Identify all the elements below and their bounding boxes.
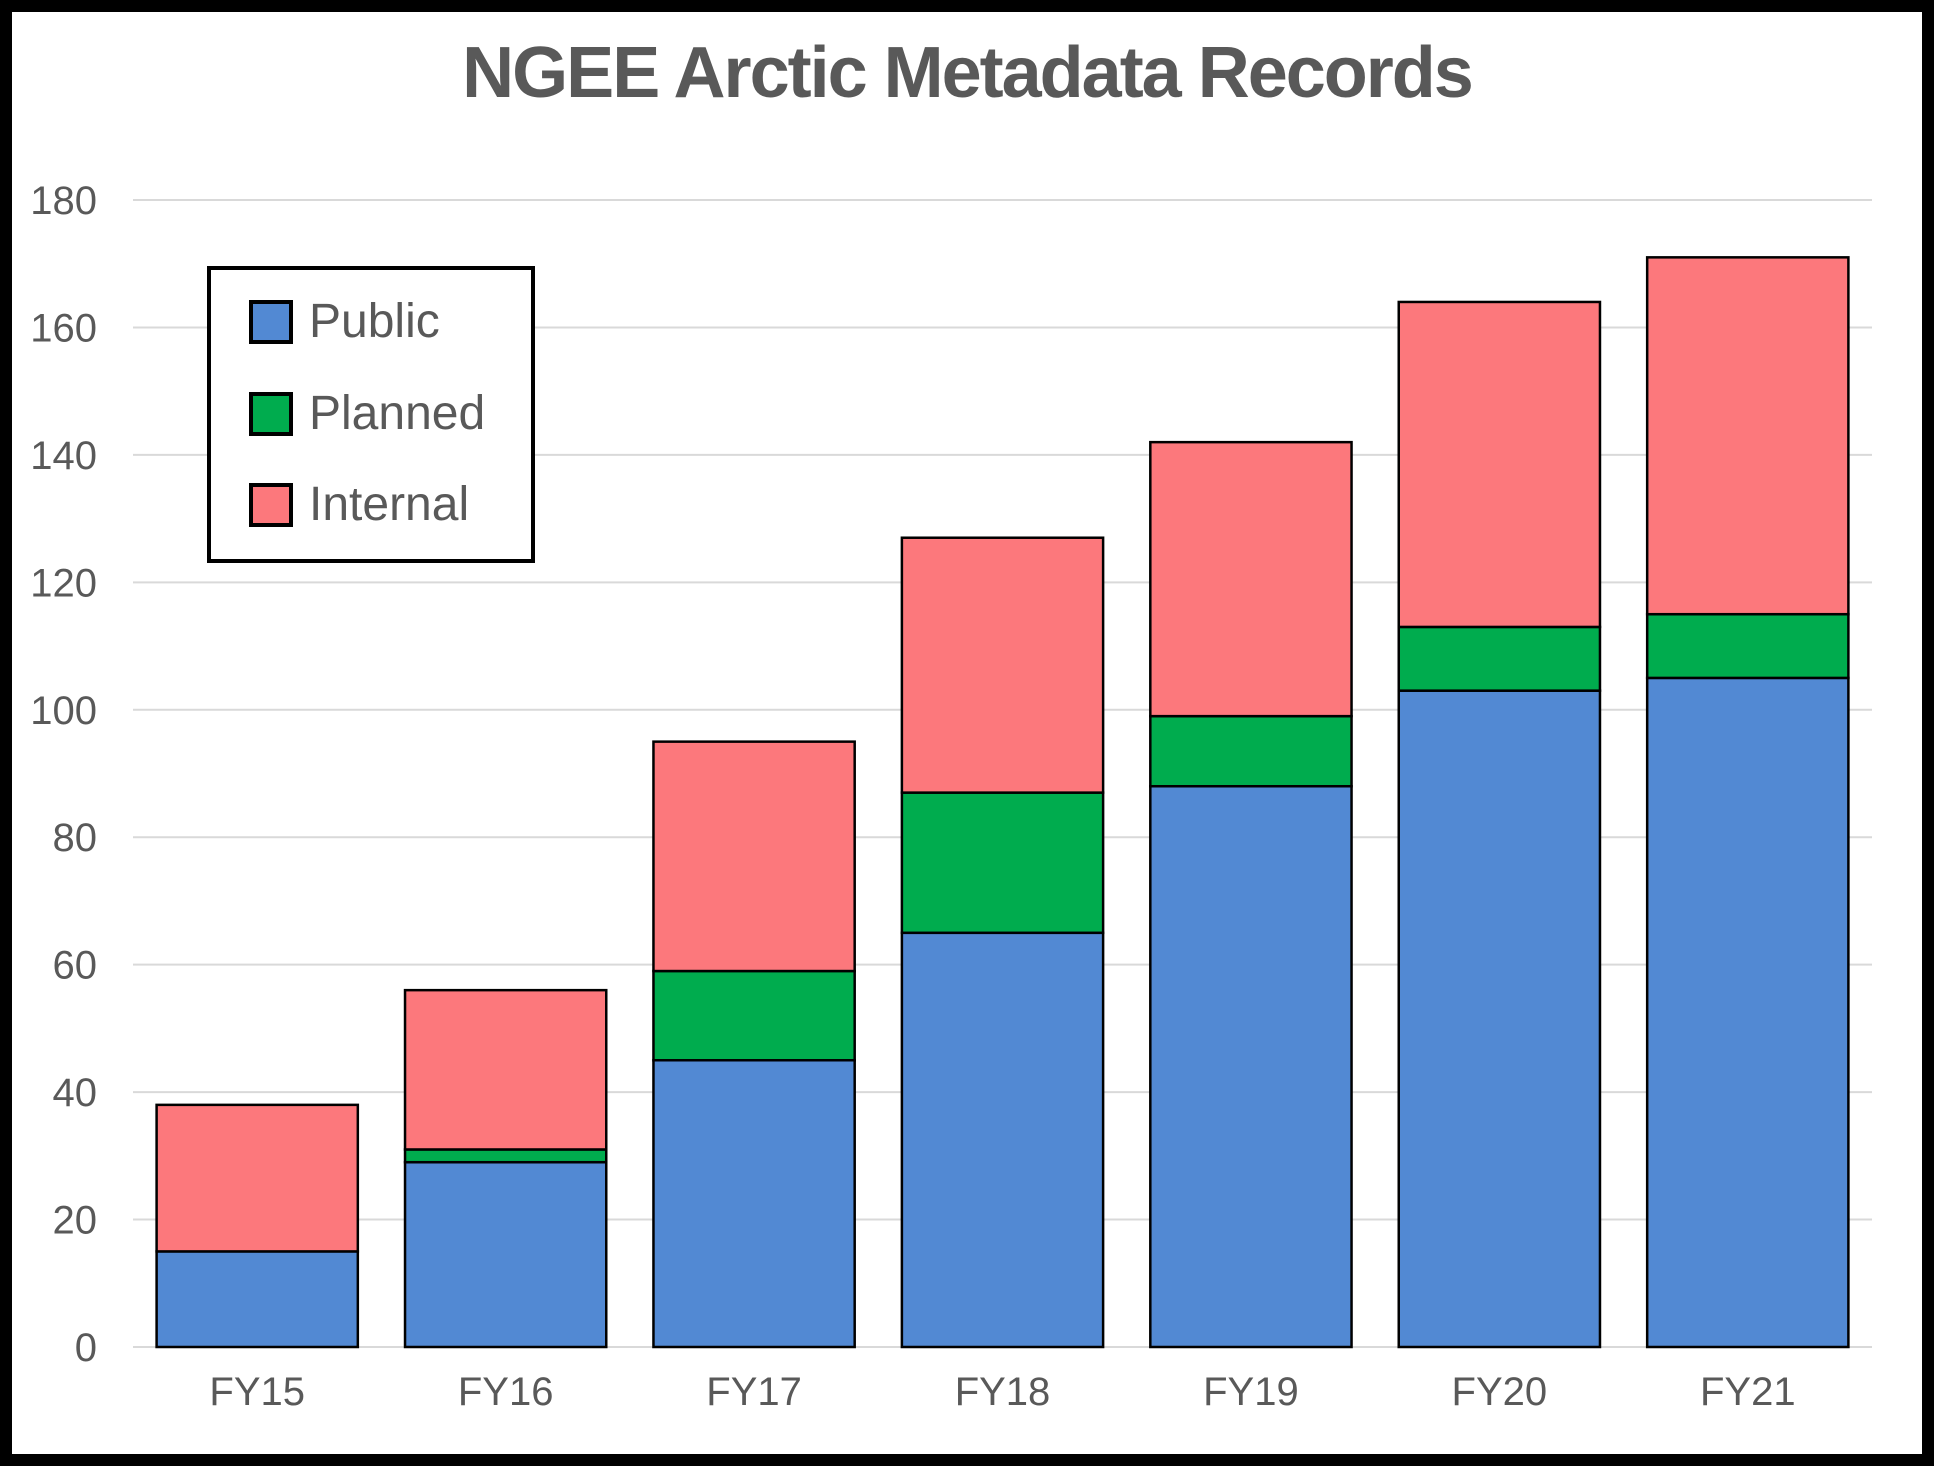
bar-segment-fy21-internal bbox=[1645, 256, 1850, 616]
x-tick-label-fy19: FY19 bbox=[1203, 1370, 1299, 1414]
legend-label-internal: Internal bbox=[309, 478, 470, 531]
legend-swatch-planned bbox=[249, 391, 293, 436]
bar-segment-fy18-planned bbox=[900, 791, 1105, 935]
bar-segment-fy20-public bbox=[1397, 689, 1602, 1349]
legend-item-internal: Internal bbox=[211, 479, 531, 531]
y-tick-label-120: 120 bbox=[30, 561, 97, 605]
y-tick-label-20: 20 bbox=[53, 1199, 98, 1243]
bar-segment-fy19-planned bbox=[1149, 714, 1353, 788]
bar-segment-fy20-internal bbox=[1397, 300, 1602, 629]
x-tick-label-fy17: FY17 bbox=[706, 1370, 802, 1414]
y-tick-label-180: 180 bbox=[30, 179, 97, 223]
legend-swatch-internal bbox=[249, 483, 293, 527]
bar-segment-fy18-public bbox=[900, 931, 1105, 1349]
bar-segment-fy18-internal bbox=[900, 536, 1105, 794]
y-tick-label-60: 60 bbox=[53, 944, 98, 988]
legend-item-public: Public bbox=[211, 296, 531, 348]
bar-segment-fy19-public bbox=[1149, 784, 1353, 1349]
legend: Public Planned Internal bbox=[207, 266, 535, 563]
bar-segment-fy16-internal bbox=[403, 988, 608, 1151]
y-tick-label-140: 140 bbox=[30, 434, 97, 478]
bar-segment-fy17-internal bbox=[652, 740, 856, 973]
x-tick-label-fy16: FY16 bbox=[458, 1370, 554, 1414]
chart-title: NGEE Arctic Metadata Records bbox=[462, 33, 1474, 113]
legend-swatch-public bbox=[249, 300, 293, 344]
legend-label-planned: Planned bbox=[309, 386, 486, 440]
bar-segment-fy19-internal bbox=[1149, 440, 1353, 718]
y-tick-label-80: 80 bbox=[53, 816, 98, 860]
bar-segment-fy21-public bbox=[1645, 676, 1850, 1349]
bar-segment-fy15-public bbox=[155, 1250, 360, 1349]
x-tick-label-fy20: FY20 bbox=[1452, 1370, 1548, 1414]
legend-label-public: Public bbox=[309, 295, 440, 348]
y-tick-label-40: 40 bbox=[53, 1071, 98, 1115]
bar-segment-fy21-planned bbox=[1645, 612, 1850, 680]
bar-segment-fy17-public bbox=[652, 1059, 856, 1349]
x-tick-label-fy21: FY21 bbox=[1700, 1370, 1796, 1414]
bar-segment-fy17-planned bbox=[652, 969, 856, 1062]
legend-item-planned: Planned bbox=[211, 388, 531, 440]
y-tick-label-100: 100 bbox=[30, 689, 97, 733]
y-tick-label-160: 160 bbox=[30, 306, 97, 350]
bar-segment-fy15-internal bbox=[155, 1103, 360, 1253]
bar-segment-fy20-planned bbox=[1397, 625, 1602, 692]
x-tick-label-fy18: FY18 bbox=[955, 1370, 1051, 1414]
x-tick-label-fy15: FY15 bbox=[209, 1370, 305, 1414]
bar-segment-fy16-planned bbox=[403, 1148, 608, 1164]
bar-segment-fy16-public bbox=[403, 1160, 608, 1349]
y-tick-label-0: 0 bbox=[75, 1326, 97, 1370]
